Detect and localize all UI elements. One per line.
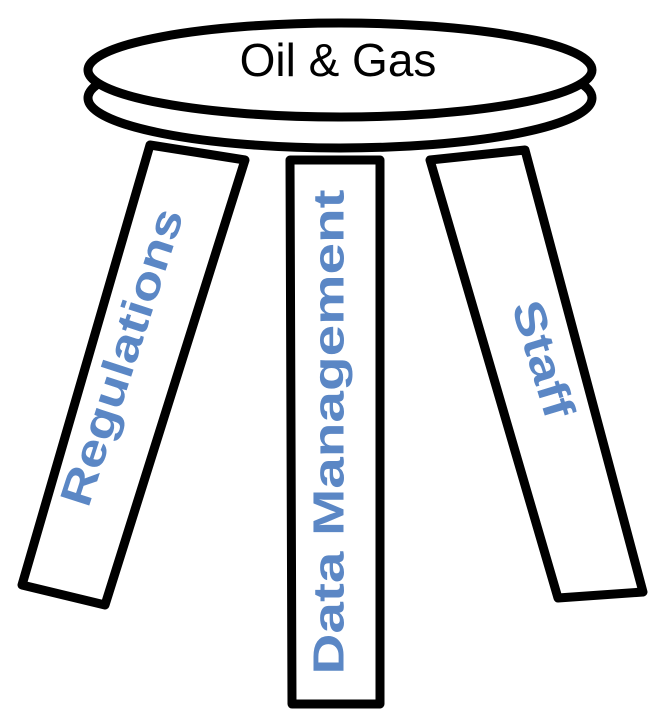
leg-label: Data Management xyxy=(305,189,354,674)
seat-label: Oil & Gas xyxy=(240,34,437,86)
stool-diagram: Oil & Gas Regulations Data Management St… xyxy=(0,0,649,711)
